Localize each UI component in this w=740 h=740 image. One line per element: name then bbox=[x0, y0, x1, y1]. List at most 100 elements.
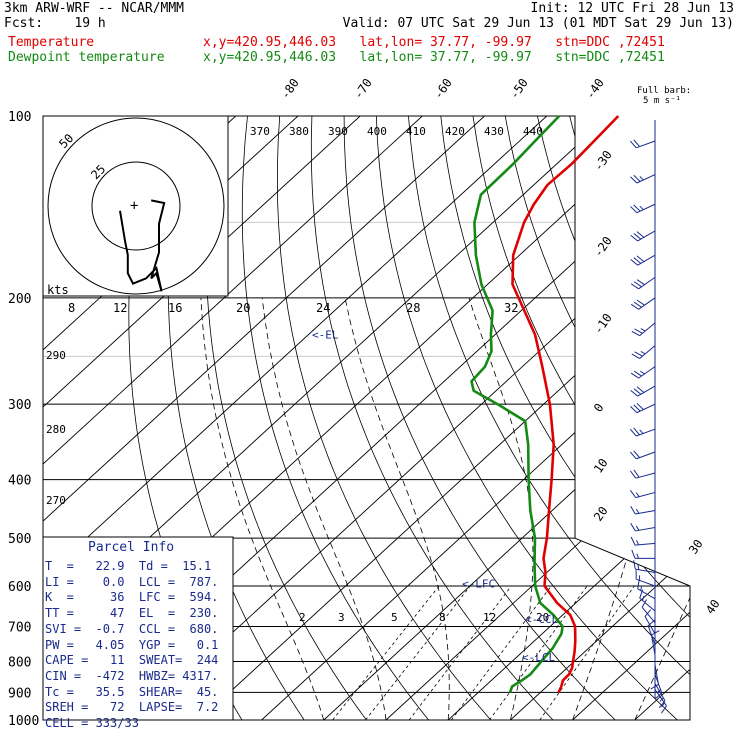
level-label-ccl: <-CCL bbox=[525, 613, 558, 626]
mixing-ratio-label: 5 bbox=[391, 611, 398, 624]
parcel-info-row: Tc = 35.5 SHEAR= 45. bbox=[45, 684, 219, 699]
theta-label: 390 bbox=[328, 125, 348, 138]
wind-barb bbox=[629, 427, 656, 437]
hodograph-ring-50 bbox=[47, 117, 225, 295]
speed-tick-label: 8 bbox=[68, 301, 75, 315]
mixing-ratio-line bbox=[332, 585, 440, 720]
wind-barb bbox=[630, 230, 656, 242]
isotherm-label: -20 bbox=[591, 234, 615, 260]
isotherm-line bbox=[199, 116, 690, 720]
isotherm-label: 10 bbox=[591, 456, 611, 476]
wind-barb bbox=[630, 297, 656, 310]
wind-barb bbox=[639, 589, 656, 612]
wind-barb bbox=[630, 522, 656, 532]
model-title: 3km ARW-WRF -- NCAR/MMM bbox=[4, 1, 185, 16]
wind-barb bbox=[644, 609, 656, 635]
theta-label: 380 bbox=[289, 125, 309, 138]
isotherm-label: -30 bbox=[591, 148, 615, 174]
isotherm-label: -50 bbox=[507, 76, 531, 102]
mixing-ratio-line bbox=[365, 585, 471, 720]
dry-adiabat-line bbox=[205, 116, 367, 720]
wind-barb bbox=[630, 276, 656, 290]
hodograph-axis-label: kts bbox=[47, 283, 69, 297]
wind-barb bbox=[630, 366, 656, 379]
wind-barb-legend-units: 5 m s⁻¹ bbox=[643, 96, 681, 106]
moist-adiabat-line bbox=[572, 297, 661, 720]
wind-barb bbox=[629, 139, 656, 149]
wind-barb bbox=[630, 469, 656, 479]
dry-adiabat-line bbox=[276, 116, 492, 720]
dewpoint-trace bbox=[470, 115, 564, 693]
isotherm-label: 20 bbox=[591, 504, 611, 524]
temperature-location: x,y=420.95,446.03 lat,lon= 37.77, -99.97… bbox=[203, 35, 665, 50]
wind-barb bbox=[630, 254, 656, 266]
dry-adiabat-line bbox=[310, 116, 554, 720]
moist-adiabat-line bbox=[468, 297, 534, 720]
pressure-label: 800 bbox=[8, 655, 31, 670]
speed-tick-label: 24 bbox=[316, 301, 330, 315]
wind-barb bbox=[631, 549, 655, 559]
parcel-info-row: LI = 0.0 LCL = 787. bbox=[45, 574, 219, 589]
pressure-label: 100 bbox=[8, 110, 31, 125]
parcel-info-row: SVI = -0.7 CCL = 680. bbox=[45, 621, 219, 636]
mixing-ratio-label: 3 bbox=[338, 611, 345, 624]
parcel-info-row: T = 22.9 Td = 15.1 bbox=[45, 559, 212, 573]
isotherm-label: 0 bbox=[591, 401, 607, 415]
pressure-label: 1000 bbox=[8, 714, 39, 729]
dry-adiabat-line bbox=[665, 116, 690, 720]
isotherm-line bbox=[572, 116, 690, 720]
speed-tick-label: 32 bbox=[504, 301, 518, 315]
wind-barb bbox=[651, 630, 660, 655]
pressure-label: 600 bbox=[8, 580, 31, 595]
speed-tick-label: 12 bbox=[113, 301, 127, 315]
temperature-legend: Temperature bbox=[8, 35, 95, 50]
theta-label: 420 bbox=[445, 125, 465, 138]
theta-label: 370 bbox=[250, 125, 270, 138]
pressure-label: 700 bbox=[8, 620, 31, 635]
dry-adiabat-line bbox=[343, 116, 616, 720]
hodograph-center-mark: + bbox=[130, 198, 138, 214]
mixing-ratio-label: 8 bbox=[439, 611, 446, 624]
speed-tick-label: 28 bbox=[406, 301, 420, 315]
pressure-label: 300 bbox=[8, 398, 31, 413]
mixing-ratio-line bbox=[489, 585, 588, 720]
isotherm-line bbox=[385, 116, 690, 720]
wind-barb bbox=[630, 385, 656, 397]
mixing-ratio-line bbox=[408, 585, 512, 720]
wind-barb bbox=[641, 599, 656, 623]
speed-tick-label: 16 bbox=[168, 301, 182, 315]
header: 3km ARW-WRF -- NCAR/MMM Init: 12 UTC Fri… bbox=[0, 0, 740, 70]
wind-barb bbox=[630, 506, 656, 515]
parcel-info-row: PW = 4.05 YGP = 0.1 bbox=[45, 637, 219, 652]
pressure-label: 400 bbox=[8, 474, 31, 489]
isotherm-line bbox=[447, 116, 690, 720]
wind-barb bbox=[637, 579, 656, 600]
wind-barb bbox=[630, 203, 656, 214]
dry-adiabat-line bbox=[472, 116, 690, 720]
dry-adiabat-line bbox=[408, 116, 690, 720]
level-label-lfc: <-LFC bbox=[462, 577, 495, 590]
parcel-info-row: TT = 47 EL = 230. bbox=[45, 606, 219, 621]
dry-adiabat-line bbox=[504, 116, 690, 720]
parcel-info-box bbox=[42, 536, 234, 721]
hodograph-ring-25 bbox=[91, 161, 181, 251]
hodograph-trace bbox=[119, 199, 166, 292]
isotherm-label: -80 bbox=[278, 76, 302, 102]
forecast-hour: Fcst: 19 h bbox=[4, 16, 106, 31]
isotherm-label: -10 bbox=[591, 311, 615, 337]
isotherm-line bbox=[43, 116, 485, 720]
valid-time: Valid: 07 UTC Sat 29 Jun 13 (01 MDT Sat … bbox=[342, 16, 734, 31]
temperature-trace bbox=[511, 115, 620, 693]
parcel-info-row: CELL = 333/33 bbox=[45, 716, 139, 730]
isotherm-label: -40 bbox=[583, 76, 607, 102]
isotherm-line bbox=[43, 116, 548, 720]
theta-label: 400 bbox=[367, 125, 387, 138]
isotherm-line bbox=[261, 116, 690, 720]
parcel-info-row: SREH = 72 LAPSE= 7.2 bbox=[45, 700, 219, 715]
parcel-info-title: Parcel Info bbox=[88, 540, 175, 555]
isotherm-line bbox=[510, 116, 690, 720]
theta-label: 440 bbox=[523, 125, 543, 138]
isotherm-line bbox=[43, 116, 423, 720]
wind-barb bbox=[631, 322, 656, 337]
